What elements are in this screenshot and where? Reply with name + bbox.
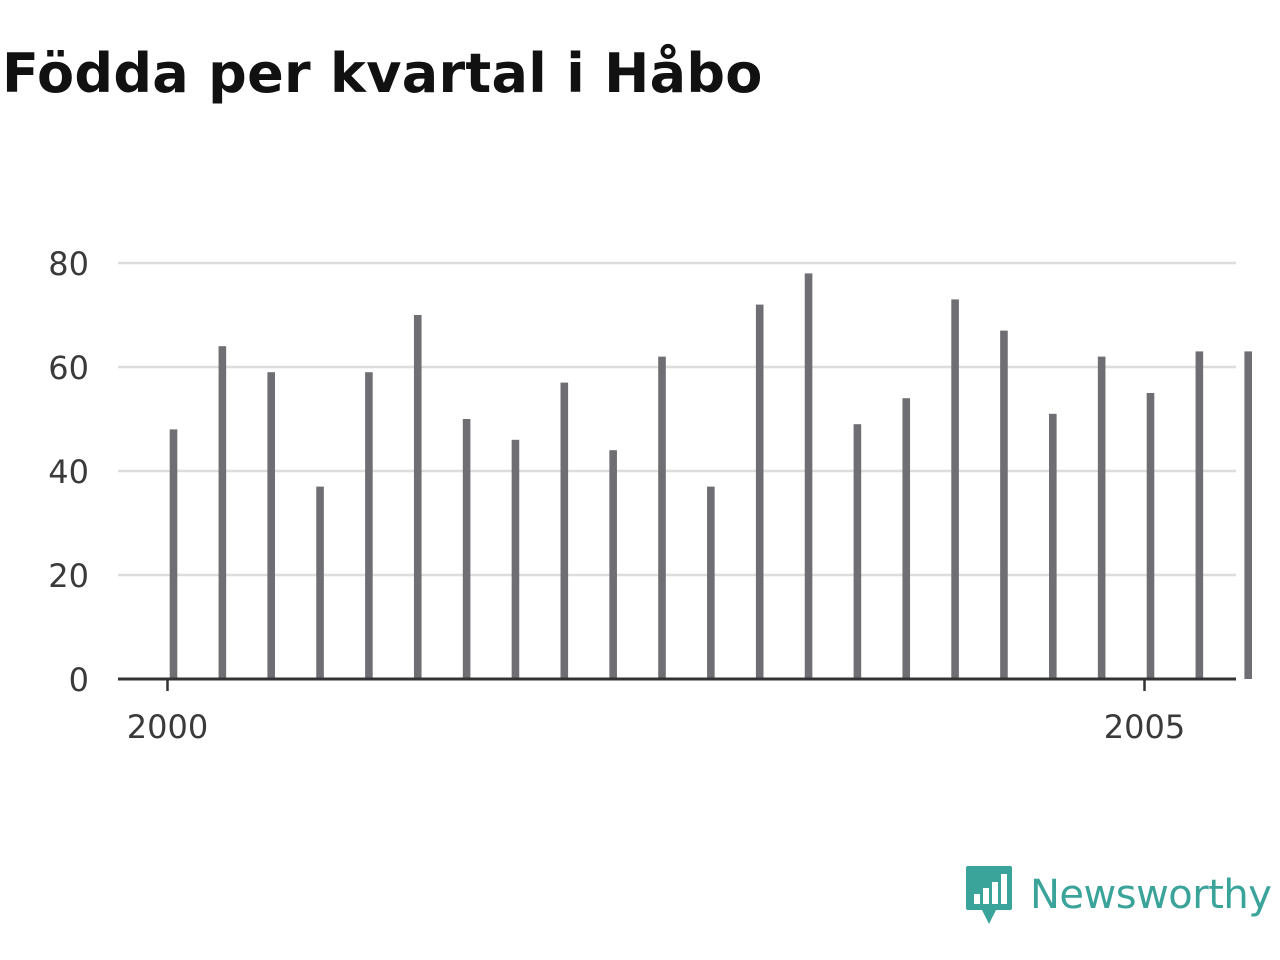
bar <box>462 419 471 679</box>
bar <box>1244 351 1252 679</box>
newsworthy-logo[interactable]: Newsworthy <box>964 864 1272 926</box>
bar <box>707 486 715 679</box>
grid-lines <box>118 261 1236 577</box>
y-tick-label: 60 <box>48 349 89 387</box>
bar <box>1000 330 1008 679</box>
bar <box>609 450 617 679</box>
bar <box>1195 351 1204 679</box>
x-tick-label: 2000 <box>127 708 208 746</box>
bar <box>1049 413 1057 679</box>
brand-name: Newsworthy <box>1030 872 1272 918</box>
x-tick-label: 2005 <box>1104 708 1185 746</box>
bar <box>365 372 373 679</box>
bar <box>267 372 275 679</box>
bar <box>1097 356 1106 679</box>
x-axis-labels: 200020052010201520202025 <box>127 708 1185 746</box>
bar <box>169 429 178 679</box>
bar <box>902 398 911 679</box>
x-axis-ticks <box>166 679 1146 691</box>
y-tick-label: 40 <box>48 453 89 491</box>
bar <box>560 382 569 679</box>
chart-title: Födda per kvartal i Håbo <box>2 42 763 105</box>
bar <box>1146 393 1155 679</box>
bar <box>658 356 666 679</box>
bar <box>755 304 764 679</box>
bar <box>511 439 520 679</box>
bar <box>951 299 959 679</box>
bar <box>853 424 862 679</box>
bars <box>169 273 1252 679</box>
y-axis-labels: 0 20 40 60 80 <box>48 245 89 699</box>
y-tick-label: 0 <box>69 661 89 699</box>
bar <box>316 486 324 679</box>
bar <box>413 315 422 679</box>
bar <box>804 273 813 679</box>
y-tick-label: 80 <box>48 245 89 283</box>
bar <box>218 346 227 679</box>
y-tick-label: 20 <box>48 557 89 595</box>
newsworthy-logo-icon <box>966 866 1012 924</box>
